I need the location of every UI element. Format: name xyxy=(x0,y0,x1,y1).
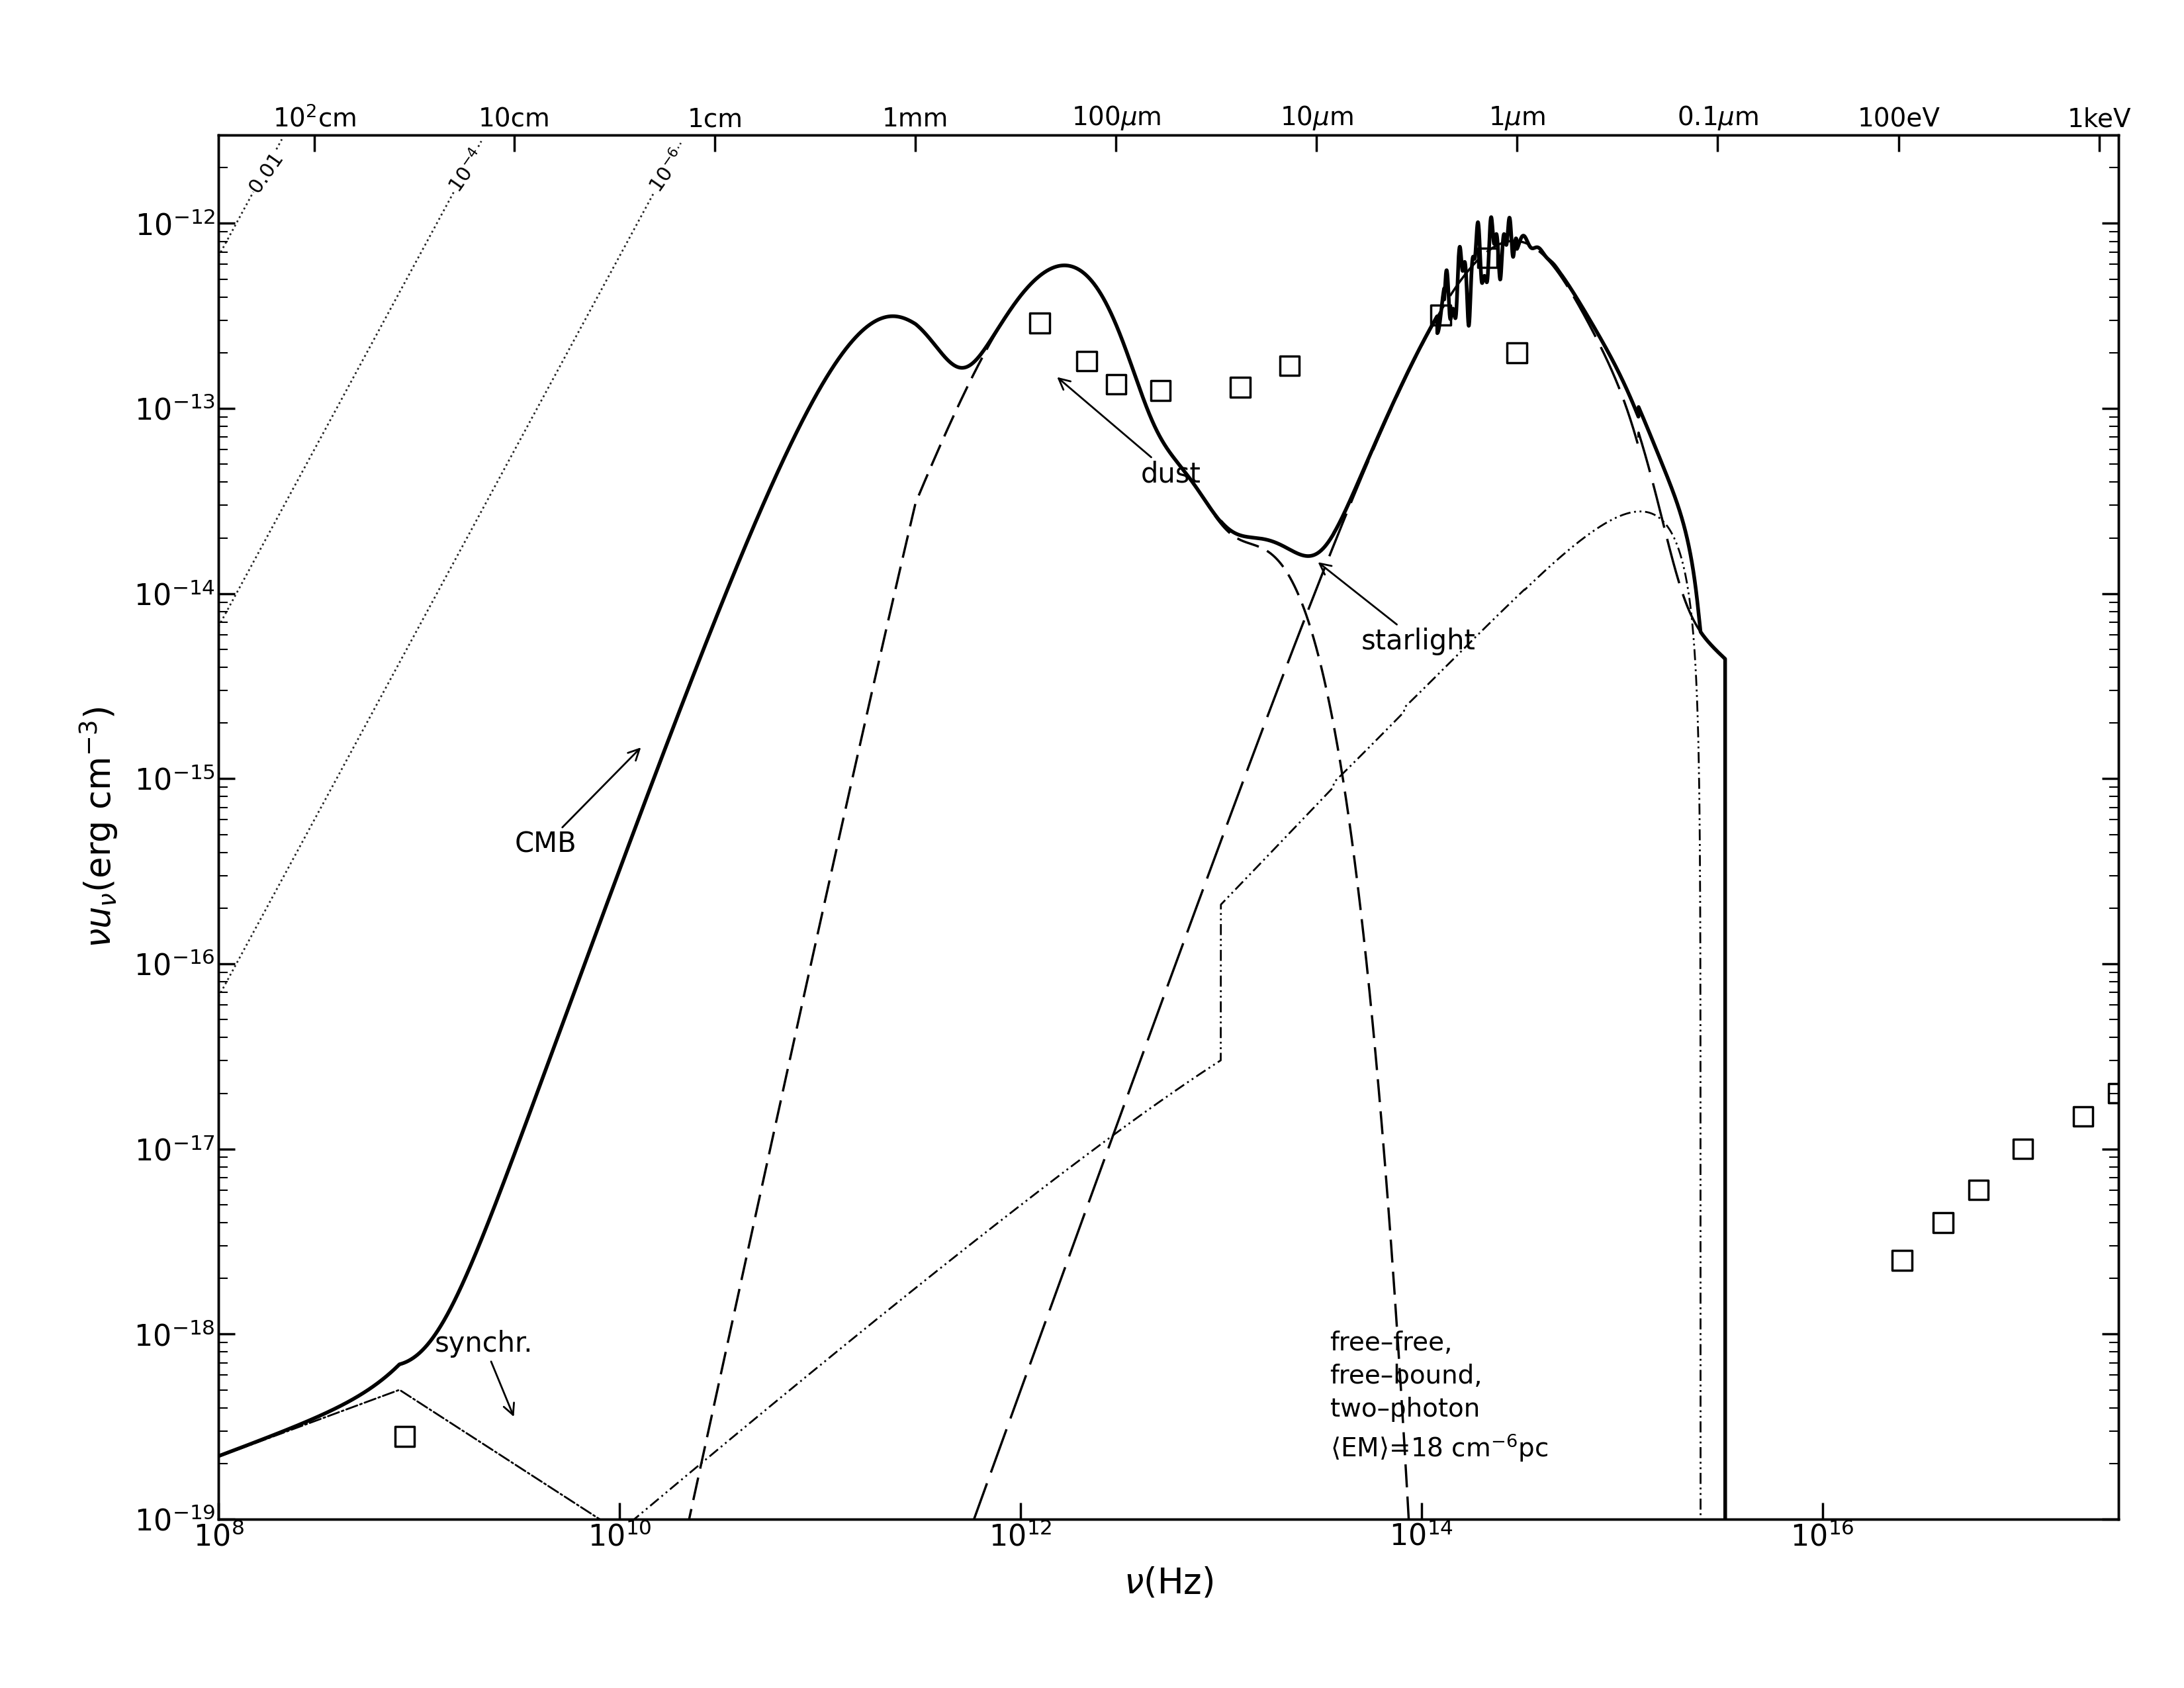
Point xyxy=(1142,376,1177,403)
Point xyxy=(2005,1136,2040,1163)
Point xyxy=(1961,1177,1996,1204)
X-axis label: $\nu$(Hz): $\nu$(Hz) xyxy=(1123,1566,1214,1600)
Point xyxy=(2066,1102,2101,1129)
Text: 10$^{-6}$: 10$^{-6}$ xyxy=(644,145,690,196)
Point xyxy=(1223,373,1258,400)
Text: dust: dust xyxy=(1059,378,1201,488)
Point xyxy=(1022,309,1057,336)
Text: 0.01: 0.01 xyxy=(247,149,288,196)
Point xyxy=(1271,353,1306,380)
Point xyxy=(1500,339,1535,366)
Text: 10$^{-4}$: 10$^{-4}$ xyxy=(446,145,489,196)
Point xyxy=(1885,1247,1920,1274)
Point xyxy=(1099,371,1133,398)
Point xyxy=(1926,1209,1961,1236)
Point xyxy=(387,1423,422,1450)
Text: synchr.: synchr. xyxy=(435,1330,533,1415)
Y-axis label: $\nu u_\nu$(erg cm$^{-3}$): $\nu u_\nu$(erg cm$^{-3}$) xyxy=(79,706,120,949)
Point xyxy=(1470,245,1505,272)
Point xyxy=(1424,302,1459,329)
Text: starlight: starlight xyxy=(1319,564,1476,655)
Text: CMB: CMB xyxy=(515,749,640,858)
Point xyxy=(2101,1080,2136,1107)
Point xyxy=(1070,348,1105,375)
Text: free–free,
free–bound,
two–photon
$\langle$EM$\rangle$=18 cm$^{-6}$pc: free–free, free–bound, two–photon $\lang… xyxy=(1330,1330,1548,1463)
